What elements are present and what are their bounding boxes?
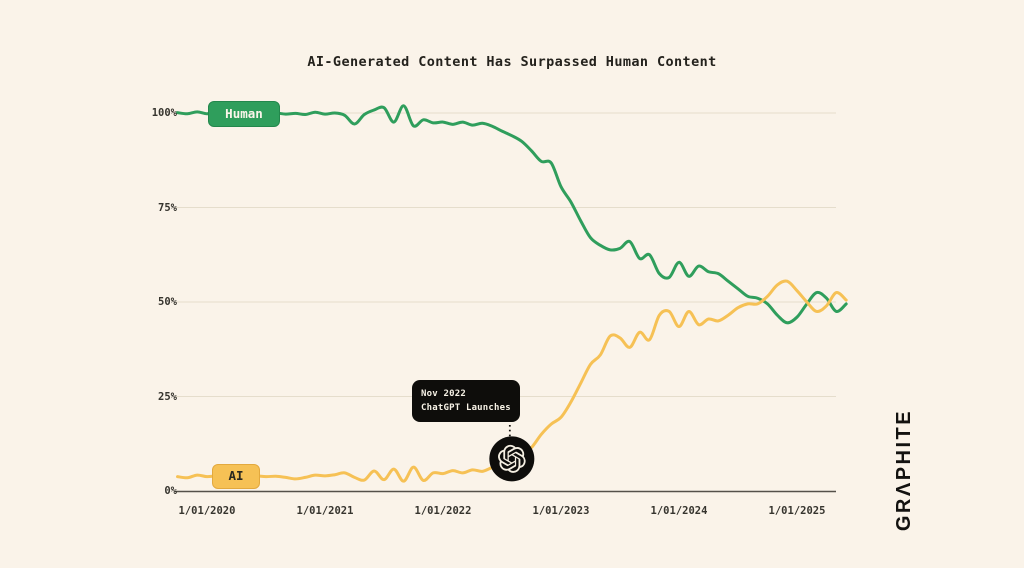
human-line <box>176 104 848 325</box>
chatgpt-annotation-tooltip: Nov 2022 ChatGPT Launches <box>412 380 520 422</box>
graphite-logo: GRΛPHITE <box>893 408 915 532</box>
y-axis-tick-0: 0% <box>164 485 177 497</box>
annotation-date: Nov 2022 <box>421 389 466 399</box>
x-axis-tick-2023: 1/01/2023 <box>532 505 590 517</box>
y-axis-tick-75: 75% <box>158 201 177 214</box>
x-axis-tick-2022: 1/01/2022 <box>414 505 472 517</box>
human-series-badge: Human <box>208 101 280 127</box>
y-axis-tick-50: 50% <box>158 296 177 308</box>
x-axis-tick-2025: 1/01/2025 <box>768 505 826 517</box>
x-axis-tick-2020: 1/01/2020 <box>178 505 236 517</box>
annotation-event: ChatGPT Launches <box>421 403 511 413</box>
y-axis-tick-25: 25% <box>158 390 177 403</box>
openai-logo-icon <box>498 444 526 473</box>
x-axis-tick-2024: 1/01/2024 <box>650 505 708 517</box>
ai-series-badge: AI <box>212 464 260 489</box>
x-axis-tick-2021: 1/01/2021 <box>296 505 354 517</box>
y-axis-tick-100: 100% <box>151 107 177 119</box>
chart-title: AI-Generated Content Has Surpassed Human… <box>307 54 717 70</box>
openai-marker <box>489 436 535 482</box>
